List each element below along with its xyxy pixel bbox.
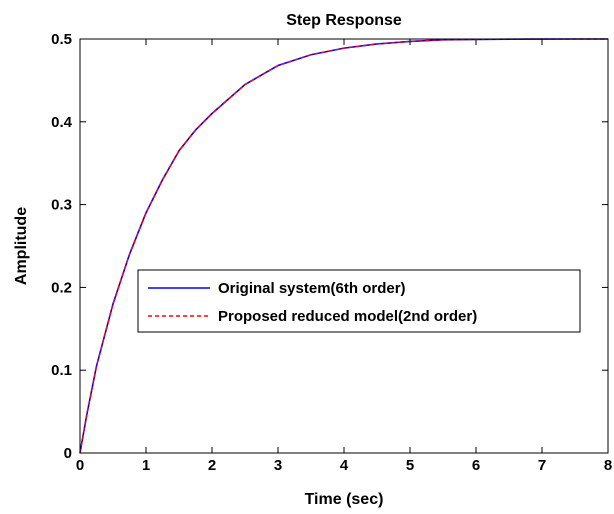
x-axis-label: Time (sec): [305, 491, 384, 508]
x-axis-ticks: 0 1 2 3 4 5 6 7 8: [76, 39, 612, 474]
x-tick-label: 5: [406, 457, 414, 474]
y-tick-label: 0.2: [51, 279, 72, 296]
x-tick-label: 0: [76, 457, 84, 474]
legend-entry-original-system: Original system(6th order): [218, 280, 406, 297]
x-tick-label: 4: [340, 457, 349, 474]
x-tick-label: 7: [538, 457, 546, 474]
y-axis-label: Amplitude: [13, 207, 30, 285]
x-tick-label: 8: [604, 457, 612, 474]
legend-box: [137, 269, 581, 333]
legend-entry-reduced-model: Proposed reduced model(2nd order): [218, 308, 477, 325]
y-tick-label: 0.3: [51, 197, 72, 214]
legend: Original system(6th order) Proposed redu…: [137, 269, 581, 333]
x-tick-label: 2: [208, 457, 216, 474]
x-tick-label: 1: [142, 457, 150, 474]
series-line-reduced-model: [79, 38, 608, 454]
x-tick-label: 3: [274, 457, 282, 474]
plot-area-frame: [79, 38, 609, 454]
y-tick-label: 0.1: [51, 362, 72, 379]
y-tick-label: 0: [64, 445, 72, 462]
y-tick-label: 0.4: [51, 114, 73, 131]
chart-title: Step Response: [286, 12, 402, 29]
y-tick-label: 0.5: [51, 31, 72, 48]
x-tick-label: 6: [472, 457, 480, 474]
